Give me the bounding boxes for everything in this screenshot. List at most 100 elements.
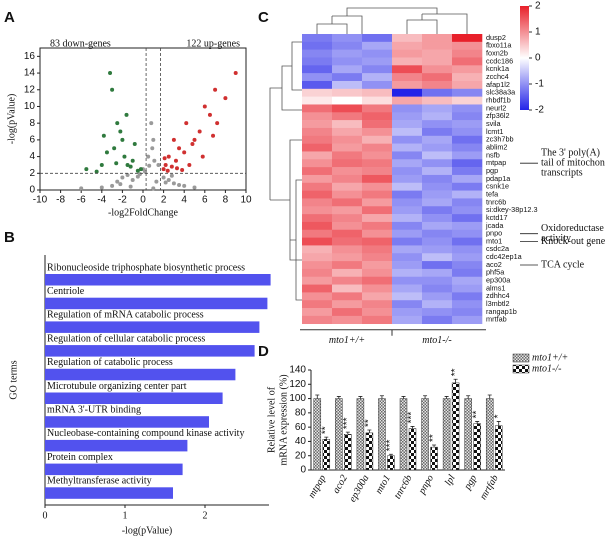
heatmap-cell xyxy=(332,104,363,113)
point xyxy=(156,162,161,167)
heatmap-cell xyxy=(422,221,453,231)
heatmap-cell xyxy=(452,174,483,184)
bar xyxy=(442,398,451,471)
heatmap-cell xyxy=(302,80,333,90)
heatmap-cell xyxy=(332,284,363,293)
heatmap-cell xyxy=(392,174,423,184)
heatmap-cell xyxy=(452,96,483,105)
point xyxy=(110,87,115,92)
heatmap-cell xyxy=(302,245,333,254)
heatmap-cell xyxy=(392,229,423,238)
bar xyxy=(45,416,209,428)
gene-label: phf5a xyxy=(486,268,505,277)
heatmap-cell xyxy=(302,167,333,176)
gene-label: nsfb xyxy=(486,150,500,159)
gene-label: tefa xyxy=(486,189,499,198)
heatmap-cell xyxy=(302,229,333,238)
point xyxy=(171,137,176,142)
point xyxy=(146,154,151,159)
bar xyxy=(45,321,260,333)
heatmap-cell xyxy=(332,167,363,176)
colorbar-tick-label: -1 xyxy=(535,79,544,90)
error-bar xyxy=(432,444,437,448)
heatmap-cell xyxy=(332,237,363,246)
x-tick-label: 10 xyxy=(240,195,252,206)
gene-label: ablim2 xyxy=(486,142,508,151)
dendrogram-left xyxy=(269,41,302,301)
heatmap-cell xyxy=(452,198,483,207)
heatmap-cell xyxy=(362,300,393,309)
gene-label: zcchc4 xyxy=(486,72,509,81)
point xyxy=(104,150,109,155)
heatmap-cell xyxy=(332,174,363,184)
heatmap-cell xyxy=(392,34,423,43)
error-bar xyxy=(453,378,458,383)
bar xyxy=(335,398,343,471)
error-bar xyxy=(466,395,471,399)
heatmap-cell xyxy=(422,206,453,215)
gene-label: ccdc186 xyxy=(486,56,513,65)
category-label: Regulation of mRNA catabolic process xyxy=(47,310,204,321)
heatmap-cell xyxy=(302,104,333,113)
heatmap-cell xyxy=(392,65,423,74)
heatmap-cell xyxy=(422,159,453,168)
bar xyxy=(473,423,481,471)
heatmap-cell xyxy=(362,221,393,231)
point xyxy=(118,182,123,187)
bar xyxy=(45,368,236,381)
x-tick-label: 2 xyxy=(161,195,167,206)
heatmap-cell xyxy=(302,34,333,43)
heatmap-cell xyxy=(452,292,483,301)
significance: * xyxy=(493,414,504,418)
heatmap-cell xyxy=(362,174,393,184)
heatmap-cell xyxy=(362,127,393,137)
heatmap-cell xyxy=(392,112,423,121)
heatmap-cell xyxy=(362,104,393,113)
error-bar xyxy=(496,421,501,426)
heatmap-cell xyxy=(332,159,363,168)
bar xyxy=(322,439,331,471)
heatmap-cell xyxy=(362,34,393,43)
x-tick-label: tnrc6b xyxy=(392,473,414,501)
heatmap-cell xyxy=(452,120,483,129)
point xyxy=(192,137,197,142)
gene-label: zc3h7bb xyxy=(486,135,514,144)
point xyxy=(120,137,125,142)
heatmap-cell xyxy=(452,182,483,191)
heatmap-cell xyxy=(422,65,453,74)
point xyxy=(84,167,89,172)
heatmap-cell xyxy=(452,261,483,270)
heatmap-cell xyxy=(392,214,423,223)
y-tick-label: 10 xyxy=(24,101,36,112)
heatmap-cell xyxy=(362,182,393,191)
bar xyxy=(45,297,268,310)
heatmap-cell xyxy=(392,127,423,137)
heatmap-cell xyxy=(422,135,453,144)
heatmap-cell xyxy=(332,96,363,105)
heatmap-cell xyxy=(362,159,393,168)
gene-label: mtpap xyxy=(486,158,506,167)
heatmap-cell xyxy=(422,104,453,113)
point xyxy=(174,166,179,171)
heatmap-cell xyxy=(392,96,423,105)
heatmap-cell xyxy=(392,276,423,285)
heatmap-cell xyxy=(362,80,393,90)
heatmap-cell xyxy=(452,253,483,262)
x-tick-label: ep300a xyxy=(347,473,371,504)
point xyxy=(215,121,220,126)
annotation: 83 down-genes xyxy=(50,38,111,49)
heatmap-cell xyxy=(332,120,363,129)
heatmap-cell xyxy=(332,73,363,82)
annotation: tail of mitochondrial xyxy=(541,157,605,168)
heatmap-cell xyxy=(362,292,393,301)
point xyxy=(177,182,182,187)
heatmap-cell xyxy=(392,135,423,144)
point xyxy=(132,142,137,147)
heatmap-cell xyxy=(332,198,363,207)
error-bar xyxy=(487,394,492,399)
panel-label: B xyxy=(4,229,15,246)
point xyxy=(101,133,106,138)
gene-label: zdhhc4 xyxy=(486,291,510,300)
heatmap-cell xyxy=(452,143,483,152)
x-axis-label: -log(pValue) xyxy=(122,525,173,536)
